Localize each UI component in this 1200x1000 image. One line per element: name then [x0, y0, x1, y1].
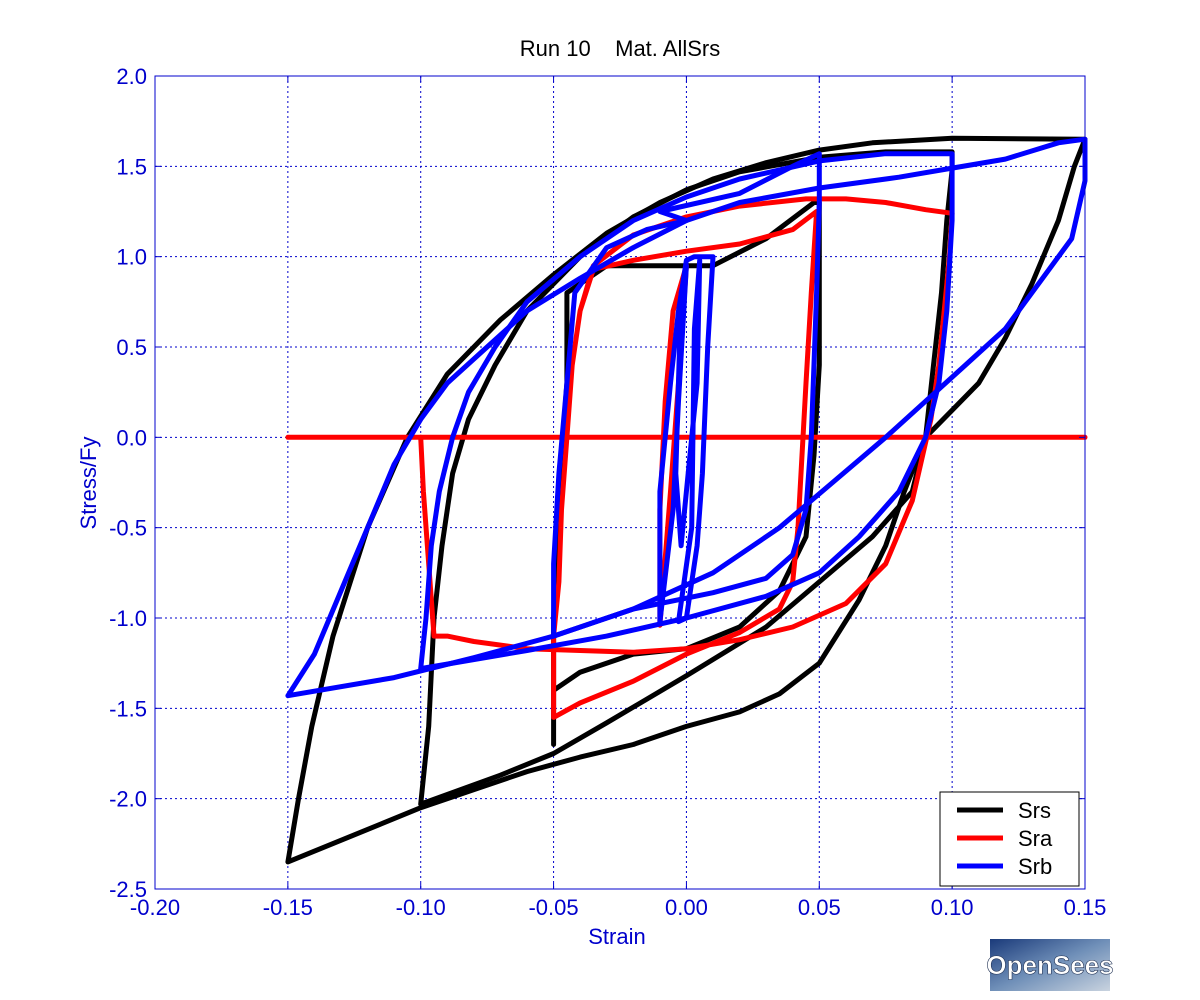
- y-tick-label: -1.5: [109, 696, 147, 721]
- legend-label-srs: Srs: [1018, 798, 1051, 823]
- plot-frame: [154, 75, 1086, 890]
- x-tick-label: -0.15: [263, 895, 313, 920]
- series-line-srb: [418, 151, 955, 672]
- x-tick-label: 0.00: [665, 895, 708, 920]
- y-tick-label: 1.5: [116, 154, 147, 179]
- y-tick-label: -2.0: [109, 787, 147, 812]
- series-line-srb: [285, 136, 1088, 699]
- legend-label-srb: Srb: [1018, 854, 1052, 879]
- y-axis-label: Stress/Fy: [76, 437, 101, 530]
- x-tick-label: -0.05: [528, 895, 578, 920]
- plot-area: [155, 76, 1085, 889]
- logo-text: OpenSees: [986, 950, 1113, 980]
- x-tick-label: -0.10: [396, 895, 446, 920]
- x-tick-label: 0.05: [798, 895, 841, 920]
- series-line-srb: [657, 254, 716, 625]
- y-tick-label: -0.5: [109, 516, 147, 541]
- opensees-logo: OpenSees: [986, 939, 1114, 991]
- x-tick-label: 0.10: [931, 895, 974, 920]
- series-line-srs: [285, 135, 1088, 865]
- x-axis-label: Strain: [588, 924, 645, 949]
- x-tick-label: 0.15: [1064, 895, 1107, 920]
- y-tick-label: 0.0: [116, 425, 147, 450]
- legend: Srs Sra Srb: [939, 791, 1080, 887]
- y-tick-label: 0.5: [116, 335, 147, 360]
- logo-background: [990, 939, 1110, 991]
- y-tick-label: -2.5: [109, 877, 147, 902]
- y-tick-label: -1.0: [109, 606, 147, 631]
- series-line-srb: [551, 151, 822, 639]
- series-lines: [285, 135, 1088, 865]
- axis-ticks: -0.20 -0.15 -0.10 -0.05 0.00 0.05 0.10 0.15 -2.5…: [109, 64, 1106, 920]
- x-tick-label: -0.20: [130, 895, 180, 920]
- legend-label-sra: Sra: [1018, 826, 1053, 851]
- y-tick-label: 2.0: [116, 64, 147, 89]
- chart-title: Run 10 Mat. AllSrs: [520, 36, 721, 61]
- y-tick-label: 1.0: [116, 245, 147, 270]
